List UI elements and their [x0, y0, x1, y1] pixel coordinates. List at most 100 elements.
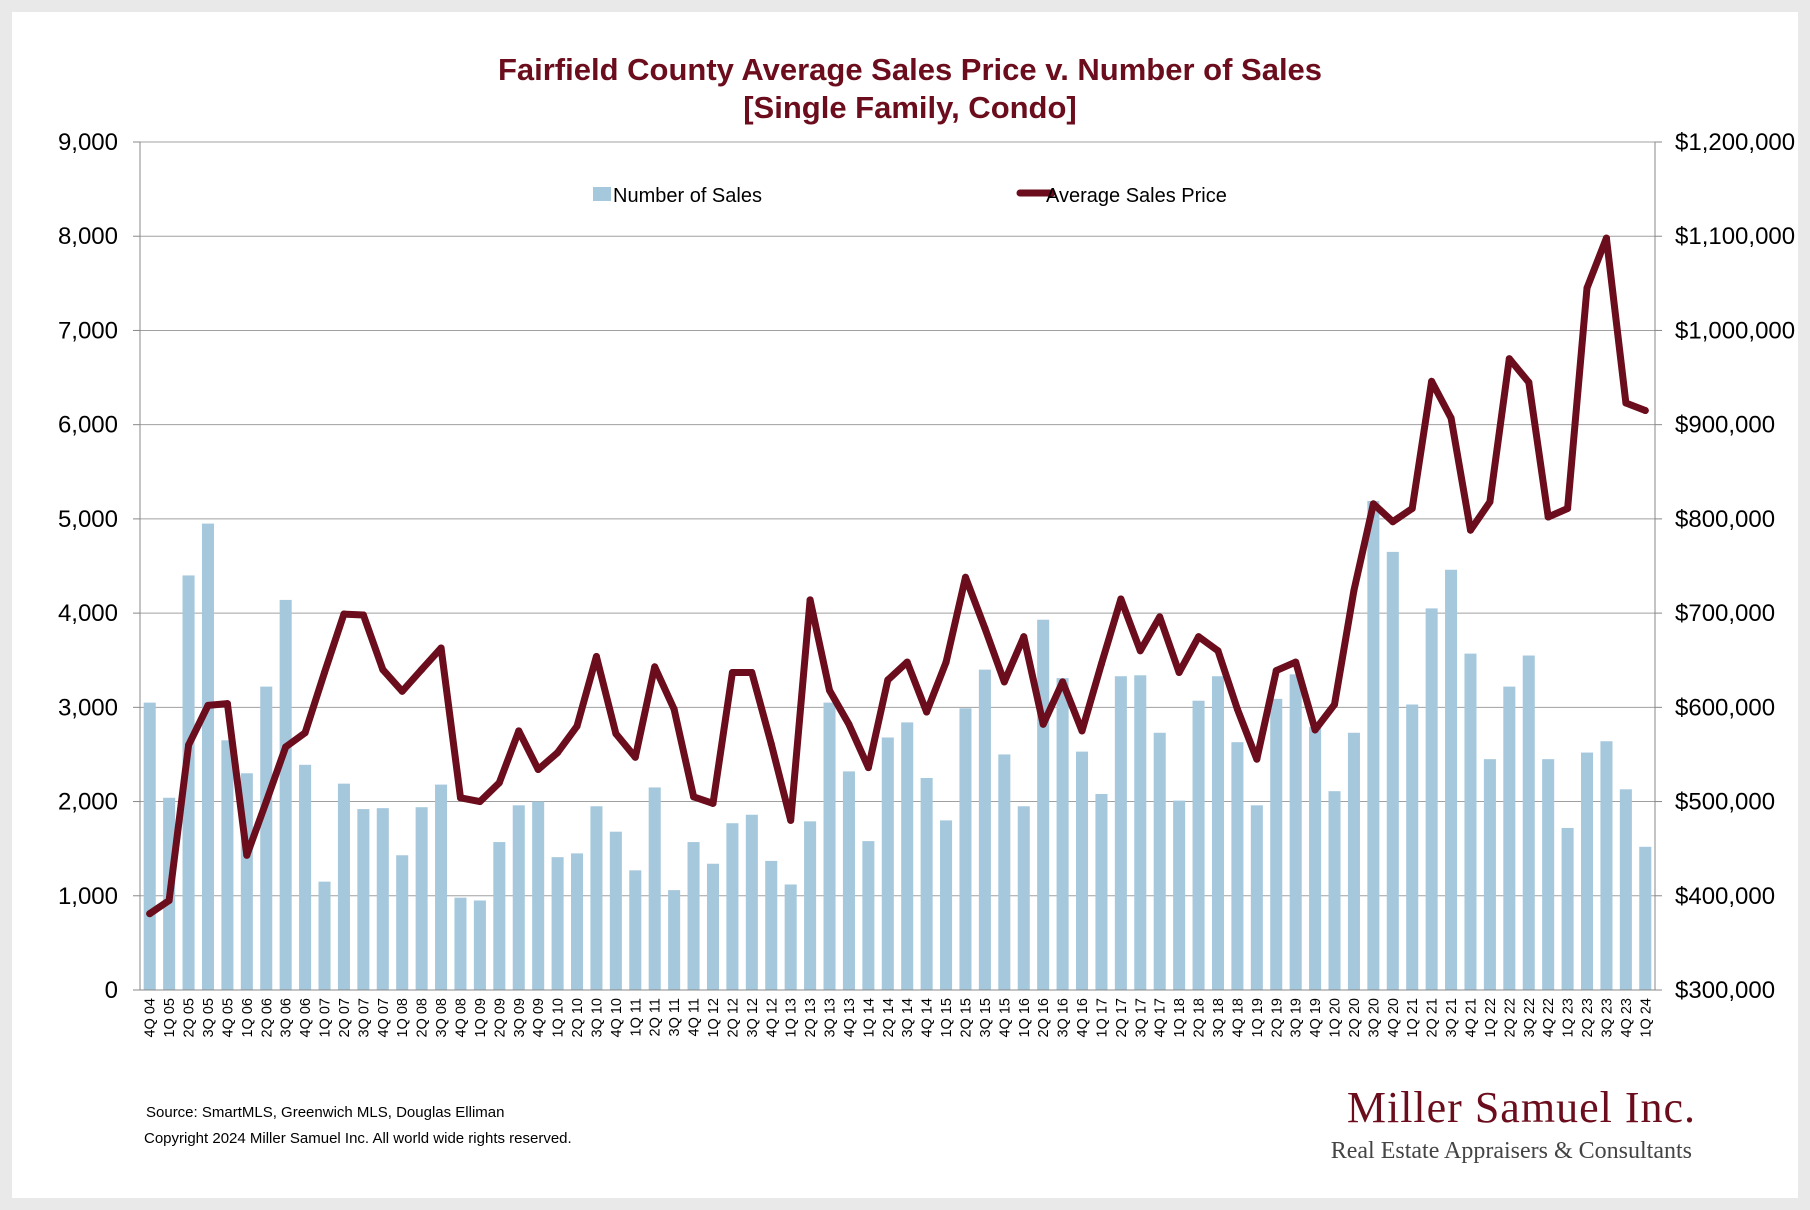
price-point: [1408, 505, 1416, 513]
x-tick-label: 1Q 11: [628, 998, 644, 1036]
x-tick-label: 3Q 11: [667, 998, 683, 1036]
bar: [357, 809, 370, 990]
bar: [182, 575, 195, 990]
bar: [279, 599, 292, 990]
price-point: [1331, 701, 1339, 709]
legend: Number of Sales Average Sales Price: [593, 185, 1227, 207]
bar: [532, 801, 545, 990]
left-tick-label: 8,000: [58, 223, 118, 250]
bar-series: [143, 500, 1652, 990]
x-tick-label: 4Q 18: [1230, 998, 1246, 1038]
price-point: [592, 652, 600, 660]
bar: [920, 778, 933, 990]
bar: [337, 783, 350, 990]
price-point: [1000, 678, 1008, 686]
bar: [609, 831, 622, 990]
bar: [1483, 759, 1496, 990]
x-tick-label: 4Q 05: [220, 998, 236, 1038]
chart-title: Fairfield County Average Sales Price v. …: [498, 52, 1322, 87]
bar: [1289, 674, 1302, 990]
x-tick-label: 1Q 15: [939, 998, 955, 1038]
bar: [823, 702, 836, 990]
price-point: [1486, 498, 1494, 506]
bar: [318, 881, 331, 990]
bar: [629, 870, 642, 990]
x-tick-label: 4Q 16: [1075, 998, 1091, 1038]
bar: [998, 754, 1011, 990]
bar: [862, 841, 875, 990]
logo-name: Miller Samuel Inc.: [1347, 1083, 1696, 1132]
bar: [687, 842, 700, 990]
bar: [1328, 791, 1341, 990]
bar: [570, 853, 584, 990]
price-point: [1292, 658, 1300, 666]
bar: [1017, 806, 1030, 990]
bar: [959, 708, 972, 990]
bar: [221, 740, 234, 990]
right-tick-label: $1,100,000: [1675, 223, 1795, 250]
bar: [1639, 846, 1652, 990]
x-tick-label: 4Q 20: [1386, 998, 1402, 1038]
x-tick-label: 2Q 11: [648, 998, 664, 1036]
x-tick-label: 2Q 19: [1269, 998, 1285, 1038]
x-tick-label: 1Q 08: [395, 998, 411, 1038]
bar: [1114, 676, 1127, 990]
price-point: [1641, 407, 1649, 415]
price-point: [903, 658, 911, 666]
bar: [1600, 741, 1613, 990]
x-tick-label: 3Q 06: [279, 998, 295, 1038]
price-point: [379, 666, 387, 674]
price-point: [826, 686, 834, 694]
x-tick-label: 4Q 07: [376, 998, 392, 1038]
bar: [1406, 704, 1419, 990]
x-tick-label: 4Q 13: [842, 998, 858, 1038]
price-point: [1039, 720, 1047, 728]
bar: [435, 784, 448, 990]
bar: [1231, 742, 1244, 990]
x-tick-label: 4Q 08: [453, 998, 469, 1038]
price-point: [359, 611, 367, 619]
x-tick-label: 1Q 19: [1250, 998, 1266, 1038]
bar: [1173, 800, 1186, 990]
price-point: [1350, 586, 1358, 594]
price-point: [1602, 234, 1610, 242]
x-tick-label: 2Q 17: [1114, 998, 1130, 1038]
price-point: [1505, 355, 1513, 363]
bar: [765, 860, 778, 990]
x-tick-label: 2Q 14: [881, 998, 897, 1038]
x-axis-ticks: 4Q 04 1Q 05 2Q 05 3Q 05 4Q 05 1Q 06 2Q 06 3Q 06…: [143, 998, 1655, 1038]
bar: [940, 820, 953, 990]
price-point: [787, 816, 795, 824]
right-tick-label: $1,200,000: [1675, 129, 1795, 156]
price-point: [1369, 500, 1377, 508]
price-point: [398, 687, 406, 695]
x-tick-label: 2Q 06: [259, 998, 275, 1038]
price-point: [1272, 667, 1280, 675]
price-point: [961, 573, 969, 581]
price-point: [709, 799, 717, 807]
x-tick-label: 3Q 08: [434, 998, 450, 1038]
x-tick-label: 3Q 21: [1444, 998, 1460, 1038]
price-point: [728, 668, 736, 676]
bar: [551, 857, 564, 990]
price-point: [185, 741, 193, 749]
x-tick-label: 1Q 24: [1638, 998, 1654, 1038]
left-tick-label: 1,000: [58, 883, 118, 910]
price-point: [515, 727, 523, 735]
bar: [376, 808, 389, 990]
x-tick-label: 1Q 17: [1094, 998, 1110, 1038]
price-point: [573, 722, 581, 730]
x-tick-label: 1Q 14: [861, 998, 877, 1038]
x-tick-label: 3Q 18: [1211, 998, 1227, 1038]
price-point: [612, 730, 620, 738]
price-point: [534, 766, 542, 774]
legend-label-price: Average Sales Price: [1046, 185, 1227, 207]
x-tick-label: 1Q 07: [318, 998, 334, 1038]
bar: [706, 863, 720, 990]
bar: [1134, 675, 1147, 990]
bar: [1153, 732, 1166, 990]
price-point: [1020, 633, 1028, 641]
bar: [1522, 655, 1535, 990]
bar: [1542, 759, 1555, 990]
price-point: [243, 851, 251, 859]
